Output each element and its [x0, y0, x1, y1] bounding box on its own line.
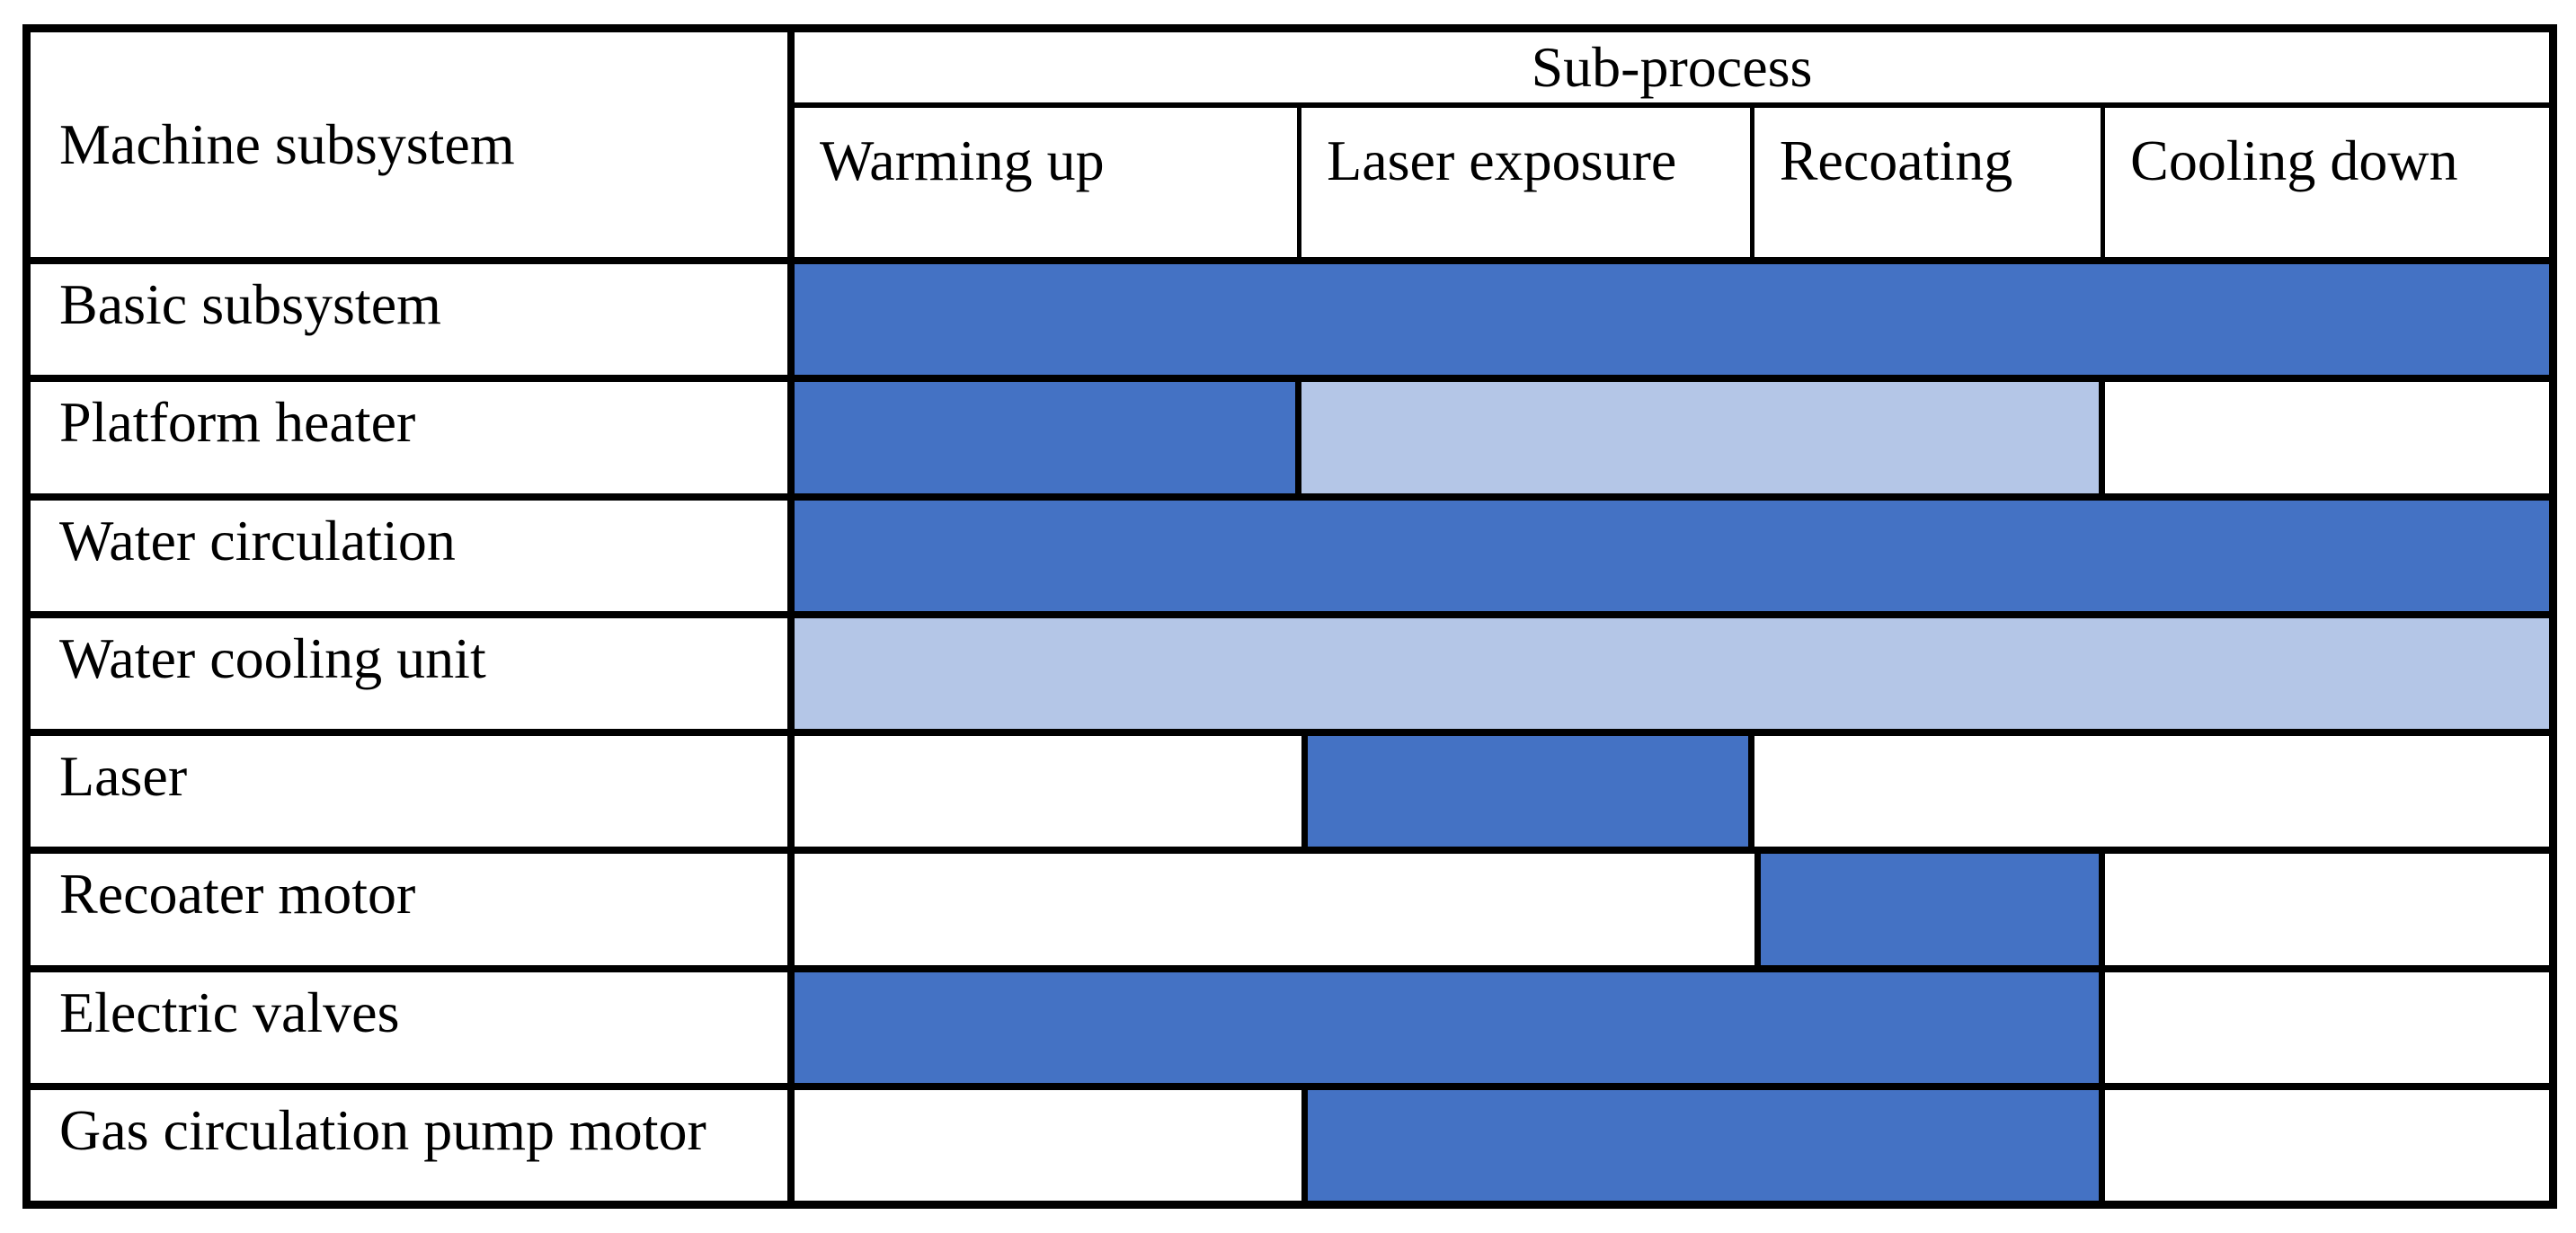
subprocess-group-header: Sub-process: [795, 32, 2549, 108]
activity-track: [795, 1089, 2549, 1201]
row-label: Gas circulation pump motor: [31, 1089, 795, 1201]
activity-track: [795, 854, 2549, 965]
column-header-laser-exposure: Laser exposure: [1301, 108, 1754, 257]
row-label: Recoater motor: [31, 854, 795, 965]
table-row: Laser: [31, 729, 2549, 847]
column-header-cooling-down: Cooling down: [2130, 129, 2458, 192]
row-label: Basic subsystem: [31, 264, 795, 376]
activity-track: [795, 736, 2549, 847]
activity-bar-dark: [795, 264, 2549, 376]
table-header: Machine subsystem Sub-process Warming up…: [31, 32, 2549, 257]
subprocess-column-headers: Warming up Laser exposure Recoating Cool…: [795, 108, 2549, 257]
activity-bar-dark: [1301, 1089, 2106, 1201]
row-label: Electric valves: [31, 971, 795, 1083]
row-label: Laser: [31, 736, 795, 847]
table-row: Recoater motor: [31, 847, 2549, 965]
row-label: Water circulation: [31, 500, 795, 611]
row-label: Water cooling unit: [31, 617, 795, 729]
activity-bar-light: [1301, 382, 2106, 493]
row-label: Platform heater: [31, 382, 795, 493]
table-row: Water circulation: [31, 492, 2549, 611]
activity-track: [795, 500, 2549, 611]
column-header-recoating: Recoating: [1754, 108, 2106, 257]
activity-track: [795, 264, 2549, 376]
table-row: Gas circulation pump motor: [31, 1082, 2549, 1201]
activity-track: [795, 617, 2549, 729]
activity-bar-light: [795, 617, 2549, 729]
table-row: Water cooling unit: [31, 610, 2549, 729]
activity-bar-dark: [795, 971, 2106, 1083]
activity-bar-dark: [795, 382, 1302, 493]
column-header-warming-up: Warming up: [795, 108, 1302, 257]
table-row: Electric valves: [31, 964, 2549, 1083]
activity-track: [795, 971, 2549, 1083]
table-row: Basic subsystem: [31, 257, 2549, 376]
subprocess-header-block: Sub-process Warming up Laser exposure Re…: [795, 32, 2549, 257]
activity-bar-dark: [1754, 854, 2106, 965]
activity-bar-dark: [795, 500, 2549, 611]
activity-track: [795, 382, 2549, 493]
table-body: Basic subsystem Platform heater Water circ…: [31, 257, 2549, 1201]
machine-subsystem-activity-table: Machine subsystem Sub-process Warming up…: [22, 24, 2557, 1209]
machine-subsystem-column-header: Machine subsystem: [31, 32, 795, 257]
activity-bar-dark: [1301, 736, 1754, 847]
table-row: Platform heater: [31, 375, 2549, 493]
